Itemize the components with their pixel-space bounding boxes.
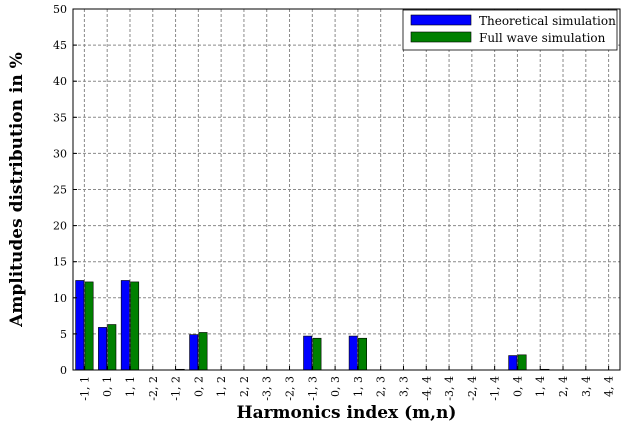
x-tick-label: -1, 2 <box>170 376 183 401</box>
bar-theoretical <box>189 334 199 371</box>
grid-lines <box>73 9 620 370</box>
x-tick-label: 2, 2 <box>238 376 251 397</box>
legend-label-full-wave: Full wave simulation <box>479 31 606 45</box>
bars <box>75 280 550 371</box>
bar-theoretical <box>120 280 130 371</box>
y-axis-title: Amplitudes distribution in % <box>7 52 27 328</box>
bar-theoretical <box>348 335 358 371</box>
bar-full-wave <box>517 354 527 371</box>
y-tick-label: 25 <box>53 184 67 197</box>
x-tick-label: 1, 4 <box>534 376 547 397</box>
bar-full-wave <box>312 337 322 371</box>
x-tick-label: 0, 3 <box>329 376 342 397</box>
x-tick-label: 0, 1 <box>101 376 114 397</box>
bar-full-wave <box>198 332 208 371</box>
x-tick-label: 2, 4 <box>557 376 570 397</box>
bar-full-wave <box>358 337 367 371</box>
y-tick-label: 10 <box>53 292 67 305</box>
x-tick-label: -3, 3 <box>261 376 274 401</box>
y-tick-label: 35 <box>53 111 67 124</box>
bar-theoretical <box>303 335 313 371</box>
y-tick-label: 40 <box>53 75 67 88</box>
x-tick-label: 3, 3 <box>397 376 410 397</box>
bar-full-wave <box>130 281 140 371</box>
x-tick-label: -1, 4 <box>489 376 502 401</box>
x-tick-label: -2, 4 <box>466 376 479 401</box>
y-tick-label: 15 <box>53 256 67 269</box>
x-tick-label: -1, 1 <box>78 376 91 401</box>
legend-swatch-theoretical <box>410 14 472 26</box>
x-tick-label: 3, 4 <box>580 376 593 397</box>
x-tick-label: 2, 3 <box>375 376 388 397</box>
bar-full-wave <box>84 281 94 371</box>
x-tick-label: -2, 3 <box>284 376 297 401</box>
legend-swatch-full-wave <box>410 31 472 43</box>
bar-full-wave <box>107 324 117 371</box>
y-tick-label: 30 <box>53 147 67 160</box>
x-tick-label: 0, 2 <box>192 376 205 397</box>
y-tick-label: 50 <box>53 3 67 16</box>
legend: Theoretical simulation Full wave simulat… <box>402 9 618 51</box>
x-tick-label: -1, 3 <box>306 376 319 401</box>
bar-theoretical <box>75 280 85 371</box>
y-tick-label: 45 <box>53 39 67 52</box>
y-tick-label: 5 <box>60 328 67 341</box>
x-tick-label: 1, 2 <box>215 376 228 397</box>
x-tick-label: 1, 3 <box>352 376 365 397</box>
y-tick-label: 20 <box>53 220 67 233</box>
x-tick-label: 1, 1 <box>124 376 137 397</box>
x-tick-label: -3, 4 <box>443 376 456 401</box>
y-axis: 0 5 10 15 20 25 30 35 40 45 50 <box>53 3 77 377</box>
x-axis: -1, 1 0, 1 1, 1 -2, 2 -1, 2 0, 2 1, 2 2, 2 -3, 3… <box>78 366 616 401</box>
bar-theoretical <box>508 355 518 371</box>
x-axis-title: Harmonics index (m,n) <box>237 403 457 423</box>
x-tick-label: -4, 4 <box>420 376 433 401</box>
y-tick-label: 0 <box>60 364 67 377</box>
x-tick-label: 0, 4 <box>511 376 524 397</box>
bar-theoretical <box>98 327 107 371</box>
legend-label-theoretical: Theoretical simulation <box>479 14 616 28</box>
x-tick-label: 4, 4 <box>603 376 616 397</box>
x-tick-label: -2, 2 <box>147 376 160 401</box>
